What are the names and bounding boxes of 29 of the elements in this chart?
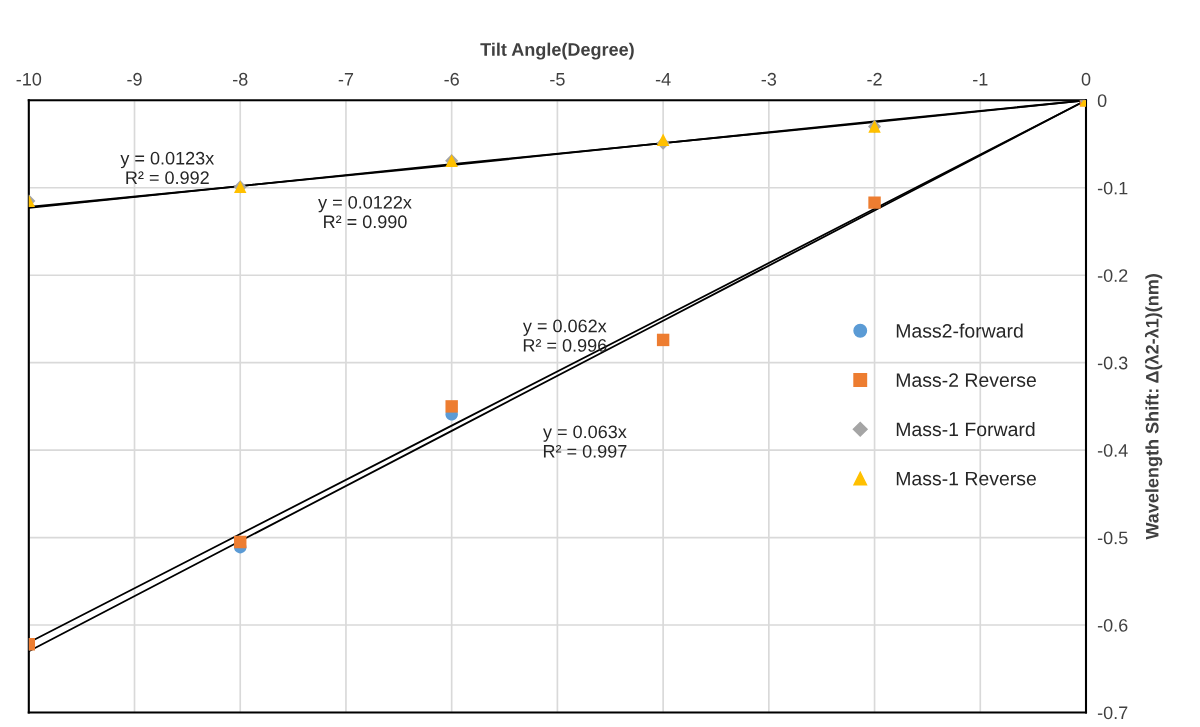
legend-label: Mass2-forward <box>896 323 1023 338</box>
y-tick-label: -0.4 <box>1097 444 1128 457</box>
x-tick-label: -3 <box>761 72 777 86</box>
y-tick-label: -0.3 <box>1097 356 1128 370</box>
x-tick-label: -6 <box>444 72 459 86</box>
x-tick-label: -1 <box>973 73 988 86</box>
x-tick-label: -10 <box>16 72 42 86</box>
y-tick-label: -0.7 <box>1097 706 1128 720</box>
annotation: y = 0.063x R² = 0.997 <box>543 425 627 458</box>
y-tick-label: -0.1 <box>1097 181 1128 195</box>
x-axis-title: Tilt Angle(Degree) <box>480 42 634 60</box>
legend-label: Mass-1 Reverse <box>896 471 1036 486</box>
x-tick-label: -7 <box>338 73 354 86</box>
x-tick-label: -8 <box>233 72 248 86</box>
legend-label: Mass-2 Reverse <box>896 373 1036 387</box>
annotation: y = 0.0122x R² = 0.990 <box>318 195 412 229</box>
legend-label: Mass-1 Forward <box>896 421 1035 437</box>
y-tick-label: -0.2 <box>1097 269 1128 282</box>
x-tick-label: -4 <box>655 73 671 86</box>
y-tick-label: 0 <box>1097 94 1107 108</box>
x-tick-label: -5 <box>550 73 565 86</box>
y-tick-label: -0.6 <box>1097 618 1128 632</box>
annotation: y = 0.062x R² = 0.996 <box>522 319 607 352</box>
x-tick-label: -9 <box>127 72 142 86</box>
annotation: y = 0.0123x R² = 0.992 <box>120 151 215 185</box>
x-tick-label: 0 <box>1081 72 1091 86</box>
y-axis-title: Wavelength Shift: Δ(λ2-λ1)(nm) <box>1144 274 1163 540</box>
y-tick-label: -0.5 <box>1097 531 1128 545</box>
x-tick-label: -2 <box>867 72 882 86</box>
